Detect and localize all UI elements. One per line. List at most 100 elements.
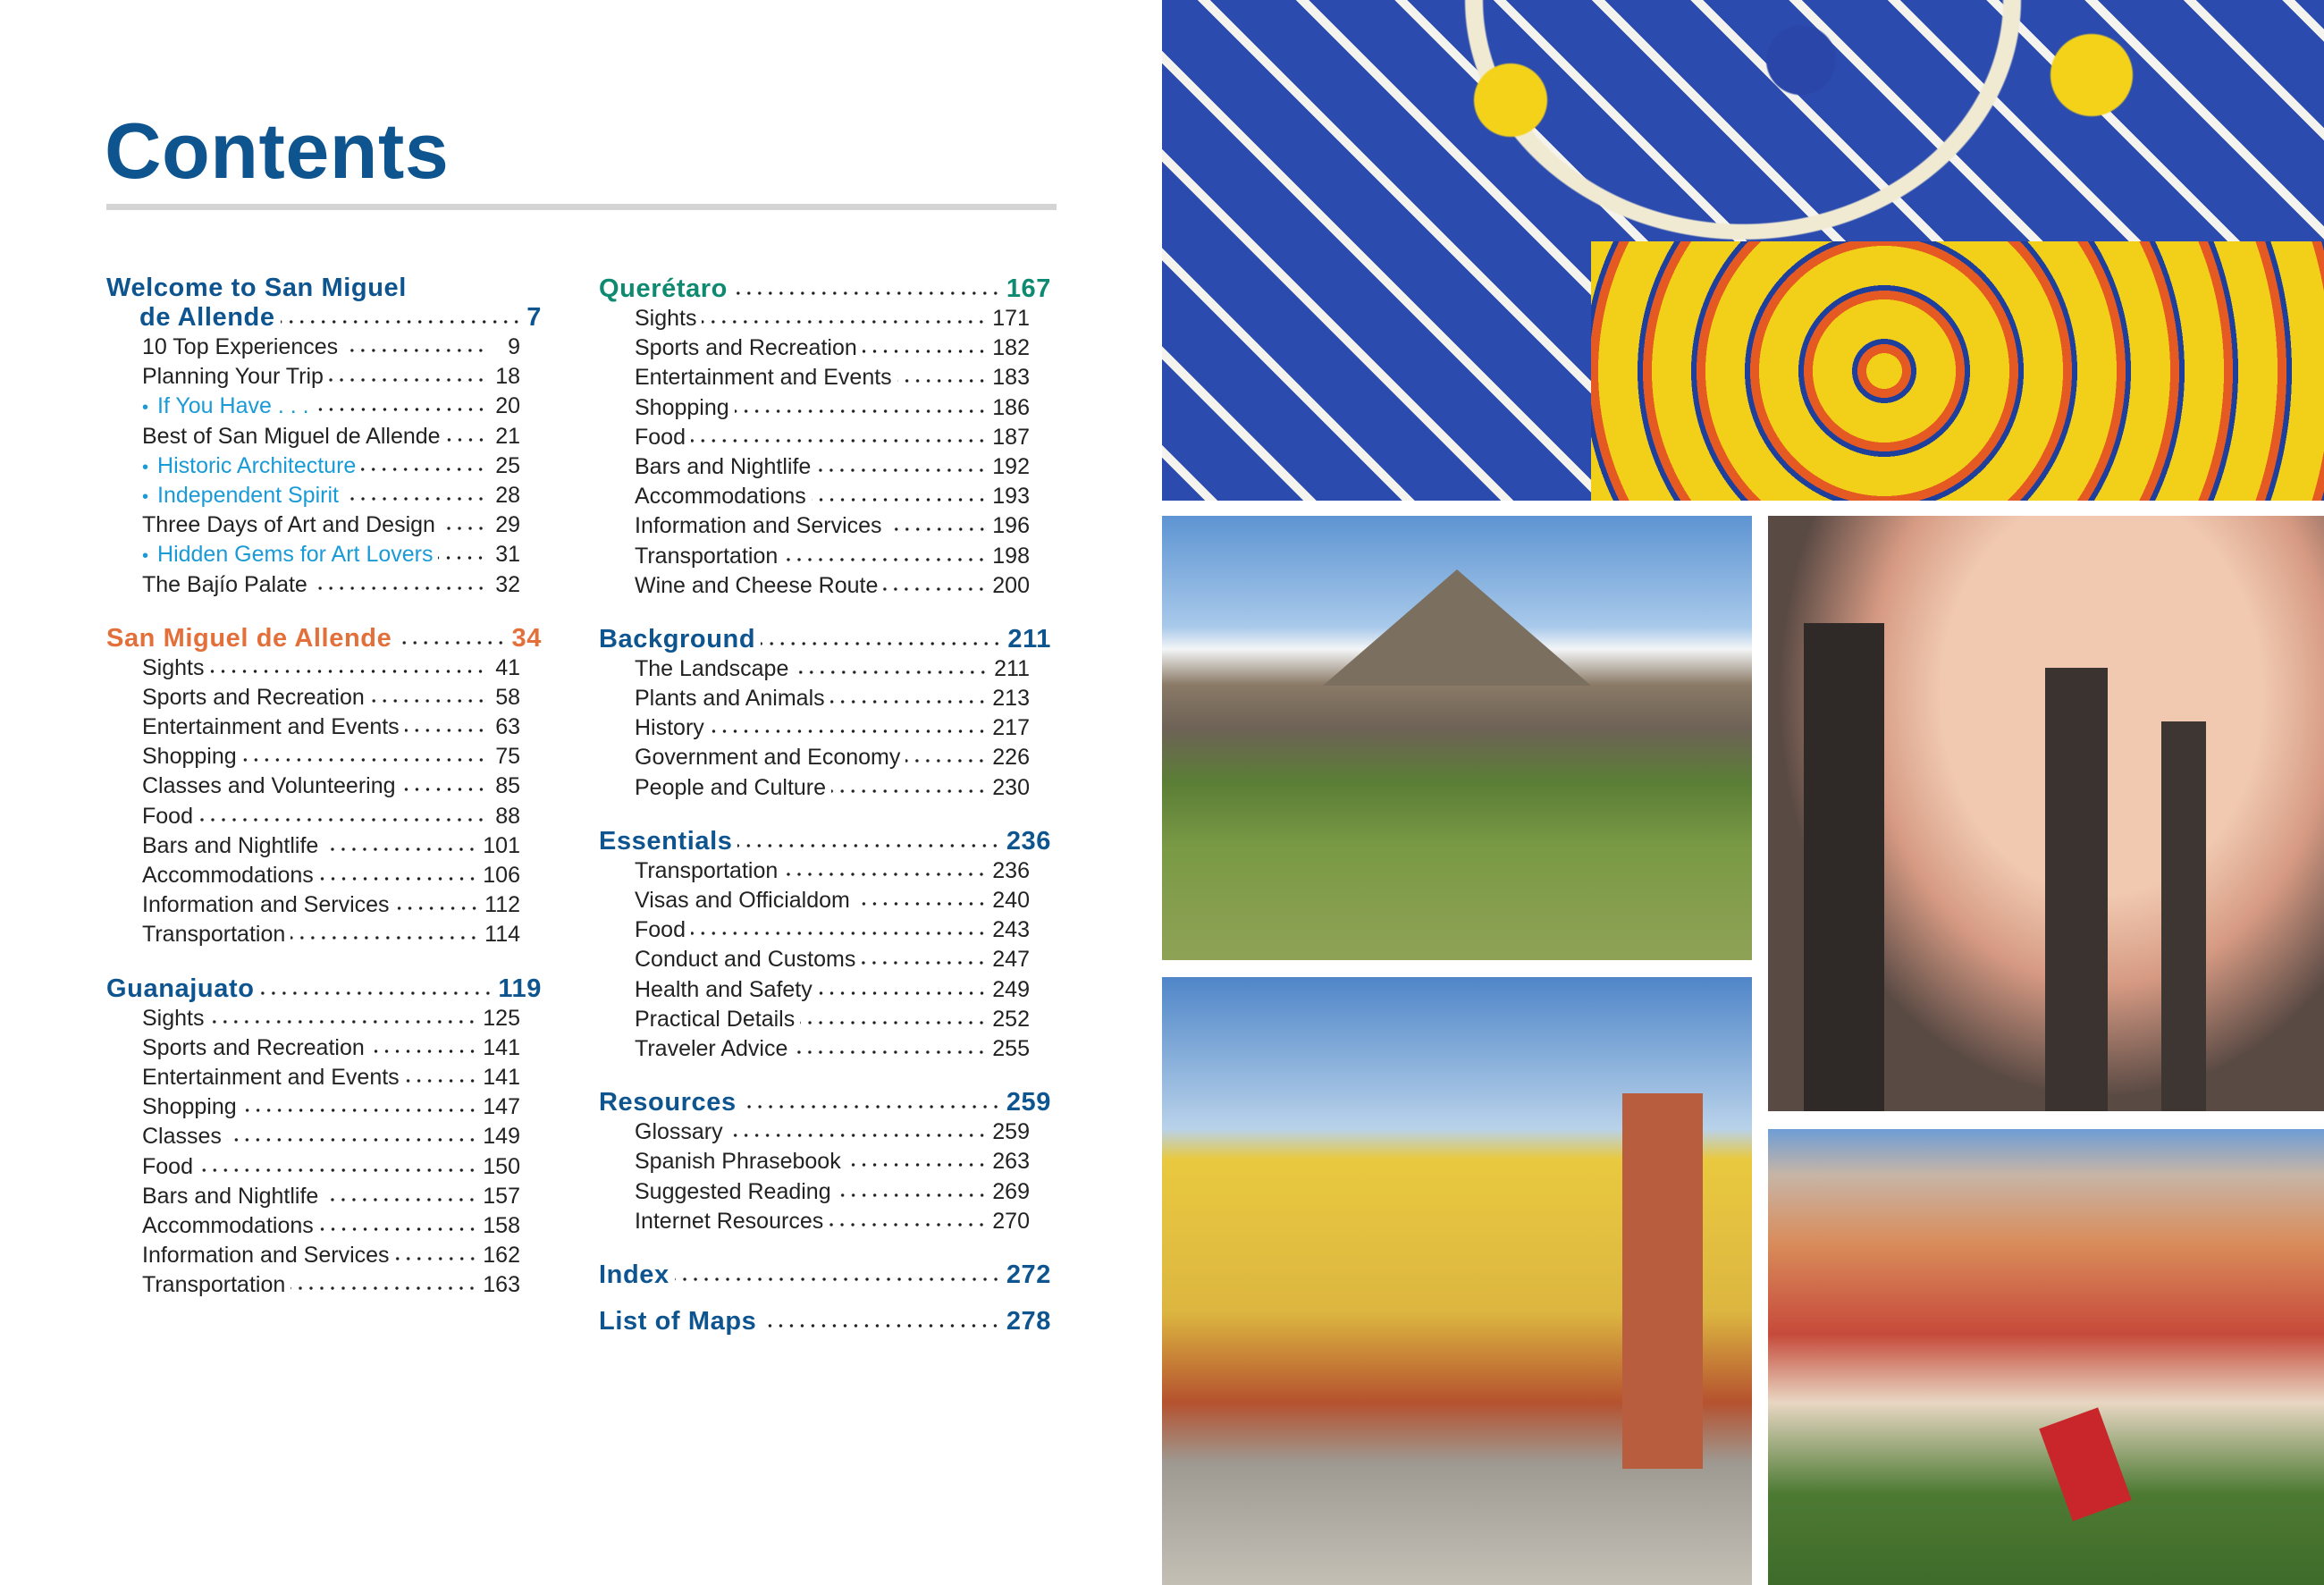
toc-entry[interactable]: Information and Services 162 [106,1241,542,1270]
toc-entry[interactable]: Conduct and Customs 247 [599,945,1051,974]
toc-entry[interactable]: Shopping 147 [106,1092,542,1122]
toc-entry[interactable]: Wine and Cheese Route 200 [599,571,1051,601]
dot-leader [343,349,486,352]
toc-entry[interactable]: Entertainment and Events 141 [106,1063,542,1092]
toc-entry[interactable]: • Independent Spirit 28 [106,481,542,510]
section-page-number: 7 [526,303,542,332]
dot-leader [817,991,988,995]
toc-entry[interactable]: Plants and Animals 213 [599,684,1051,713]
dot-leader [761,641,1003,645]
section-heading[interactable]: Background 211 [599,624,1051,654]
toc-entry[interactable]: Sports and Recreation 141 [106,1033,542,1063]
toc-entry[interactable]: Sports and Recreation 58 [106,683,542,712]
section-heading[interactable]: Guanajuato 119 [106,974,542,1004]
toc-entry[interactable]: • If You Have . . . 20 [106,392,542,421]
toc-entry[interactable]: History 217 [599,713,1051,743]
entry-page-number: 196 [992,513,1030,539]
entry-title: Planning Your Trip [142,364,324,390]
toc-entry[interactable]: Suggested Reading 269 [599,1177,1051,1207]
toc-entry[interactable]: Food 243 [599,915,1051,945]
section-heading[interactable]: Querétaro 167 [599,274,1051,304]
entry-page-number: 106 [483,863,520,888]
entry-title: Glossary [635,1119,723,1145]
arcade-with-papel-picado-photo [1768,516,2324,1111]
section-title: de Allende [139,303,275,332]
toc-entry[interactable]: Accommodations 158 [106,1211,542,1241]
toc-entry[interactable]: Information and Services 196 [599,511,1051,541]
entry-page-number: 141 [483,1064,520,1090]
toc-entry[interactable]: Transportation 114 [106,920,542,949]
toc-entry[interactable]: Traveler Advice 255 [599,1034,1051,1064]
toc-entry[interactable]: Sights 125 [106,1004,542,1033]
toc-entry[interactable]: The Landscape 211 [599,654,1051,684]
entry-title: Sights [142,1005,205,1031]
toc-entry[interactable]: • Historic Architecture 25 [106,451,542,481]
toc-entry[interactable]: Classes 149 [106,1122,542,1151]
toc-entry[interactable]: Classes and Volunteering 85 [106,771,542,801]
section-heading[interactable]: List of Maps 278 [599,1306,1051,1336]
entry-title: Visas and Officialdom [635,888,850,913]
toc-entry[interactable]: Bars and Nightlife 192 [599,452,1051,482]
section-heading-line1[interactable]: Welcome to San Miguel [106,274,407,302]
toc-entry[interactable]: Accommodations 106 [106,861,542,890]
section-heading[interactable]: Resources 259 [599,1087,1051,1117]
toc-entry[interactable]: Information and Services 112 [106,890,542,920]
dot-leader [312,586,486,590]
toc-entry[interactable]: Transportation 163 [106,1270,542,1300]
toc-entry[interactable]: Planning Your Trip 18 [106,362,542,392]
section-heading[interactable]: Index 272 [599,1260,1051,1290]
toc-entry[interactable]: • Hidden Gems for Art Lovers 31 [106,540,542,569]
entry-page-number: 114 [484,922,520,948]
toc-entry[interactable]: Food 150 [106,1152,542,1182]
toc-entry[interactable]: Transportation 198 [599,542,1051,571]
toc-entry[interactable]: Spanish Phrasebook 263 [599,1147,1051,1176]
toc-entry[interactable]: Three Days of Art and Design 29 [106,510,542,540]
toc-entry[interactable]: Best of San Miguel de Allende 21 [106,422,542,451]
entry-title: Internet Resources [635,1208,824,1234]
toc-entry[interactable]: Transportation 236 [599,856,1051,886]
toc-entry[interactable]: Entertainment and Events 63 [106,712,542,742]
entry-title: People and Culture [635,774,827,800]
toc-entry[interactable]: Entertainment and Events 183 [599,363,1051,392]
toc-entry[interactable]: Sports and Recreation 182 [599,333,1051,363]
toc-entry[interactable]: Visas and Officialdom 240 [599,886,1051,915]
toc-entry[interactable]: Internet Resources 270 [599,1207,1051,1236]
section-heading[interactable]: San Miguel de Allende 34 [106,623,542,653]
entry-page-number: 270 [992,1208,1030,1234]
entry-title: Bars and Nightlife [635,453,812,479]
section-heading[interactable]: de Allende 7 [106,302,542,333]
entry-page-number: 198 [992,543,1030,569]
toc-entry[interactable]: Bars and Nightlife 101 [106,831,542,861]
section-heading[interactable]: Essentials 236 [599,826,1051,856]
dot-leader [369,1049,478,1053]
toc-entry[interactable]: Government and Economy 226 [599,743,1051,772]
toc-entry[interactable]: Sights 171 [599,304,1051,333]
toc-entry[interactable]: Shopping 186 [599,393,1051,423]
toc-entry[interactable]: 10 Top Experiences 9 [106,333,542,362]
toc-entry[interactable]: Bars and Nightlife 157 [106,1182,542,1211]
entry-page-number: 157 [483,1183,520,1209]
toc-entry[interactable]: People and Culture 230 [599,773,1051,803]
toc-entry[interactable]: Sights 41 [106,653,542,683]
entry-page-number: 171 [992,306,1030,331]
dot-leader [343,496,486,501]
dot-leader [741,1105,1001,1109]
toc-left-column: Welcome to San Miguel de Allende 7 10 Top E… [106,274,542,1300]
toc-entry[interactable]: Food 88 [106,802,542,831]
bullet-icon: • [142,457,149,477]
toc-entry[interactable]: Accommodations 193 [599,482,1051,511]
entry-page-number: 29 [495,512,520,538]
toc-entry[interactable]: Food 187 [599,423,1051,452]
dot-leader [794,670,989,674]
toc-entry[interactable]: Glossary 259 [599,1117,1051,1147]
entry-title: Classes [142,1124,222,1150]
toc-entry[interactable]: Health and Safety 249 [599,975,1051,1005]
toc-entry[interactable]: Shopping 75 [106,742,542,771]
entry-page-number: 183 [992,365,1030,391]
entry-title: The Landscape [635,655,789,681]
toc-entry[interactable]: Practical Details 252 [599,1005,1051,1034]
entry-title: Food [142,1153,193,1179]
toc-entry[interactable]: The Bajío Palate 32 [106,570,542,600]
dot-leader [737,843,1001,847]
dot-leader [836,1193,988,1197]
